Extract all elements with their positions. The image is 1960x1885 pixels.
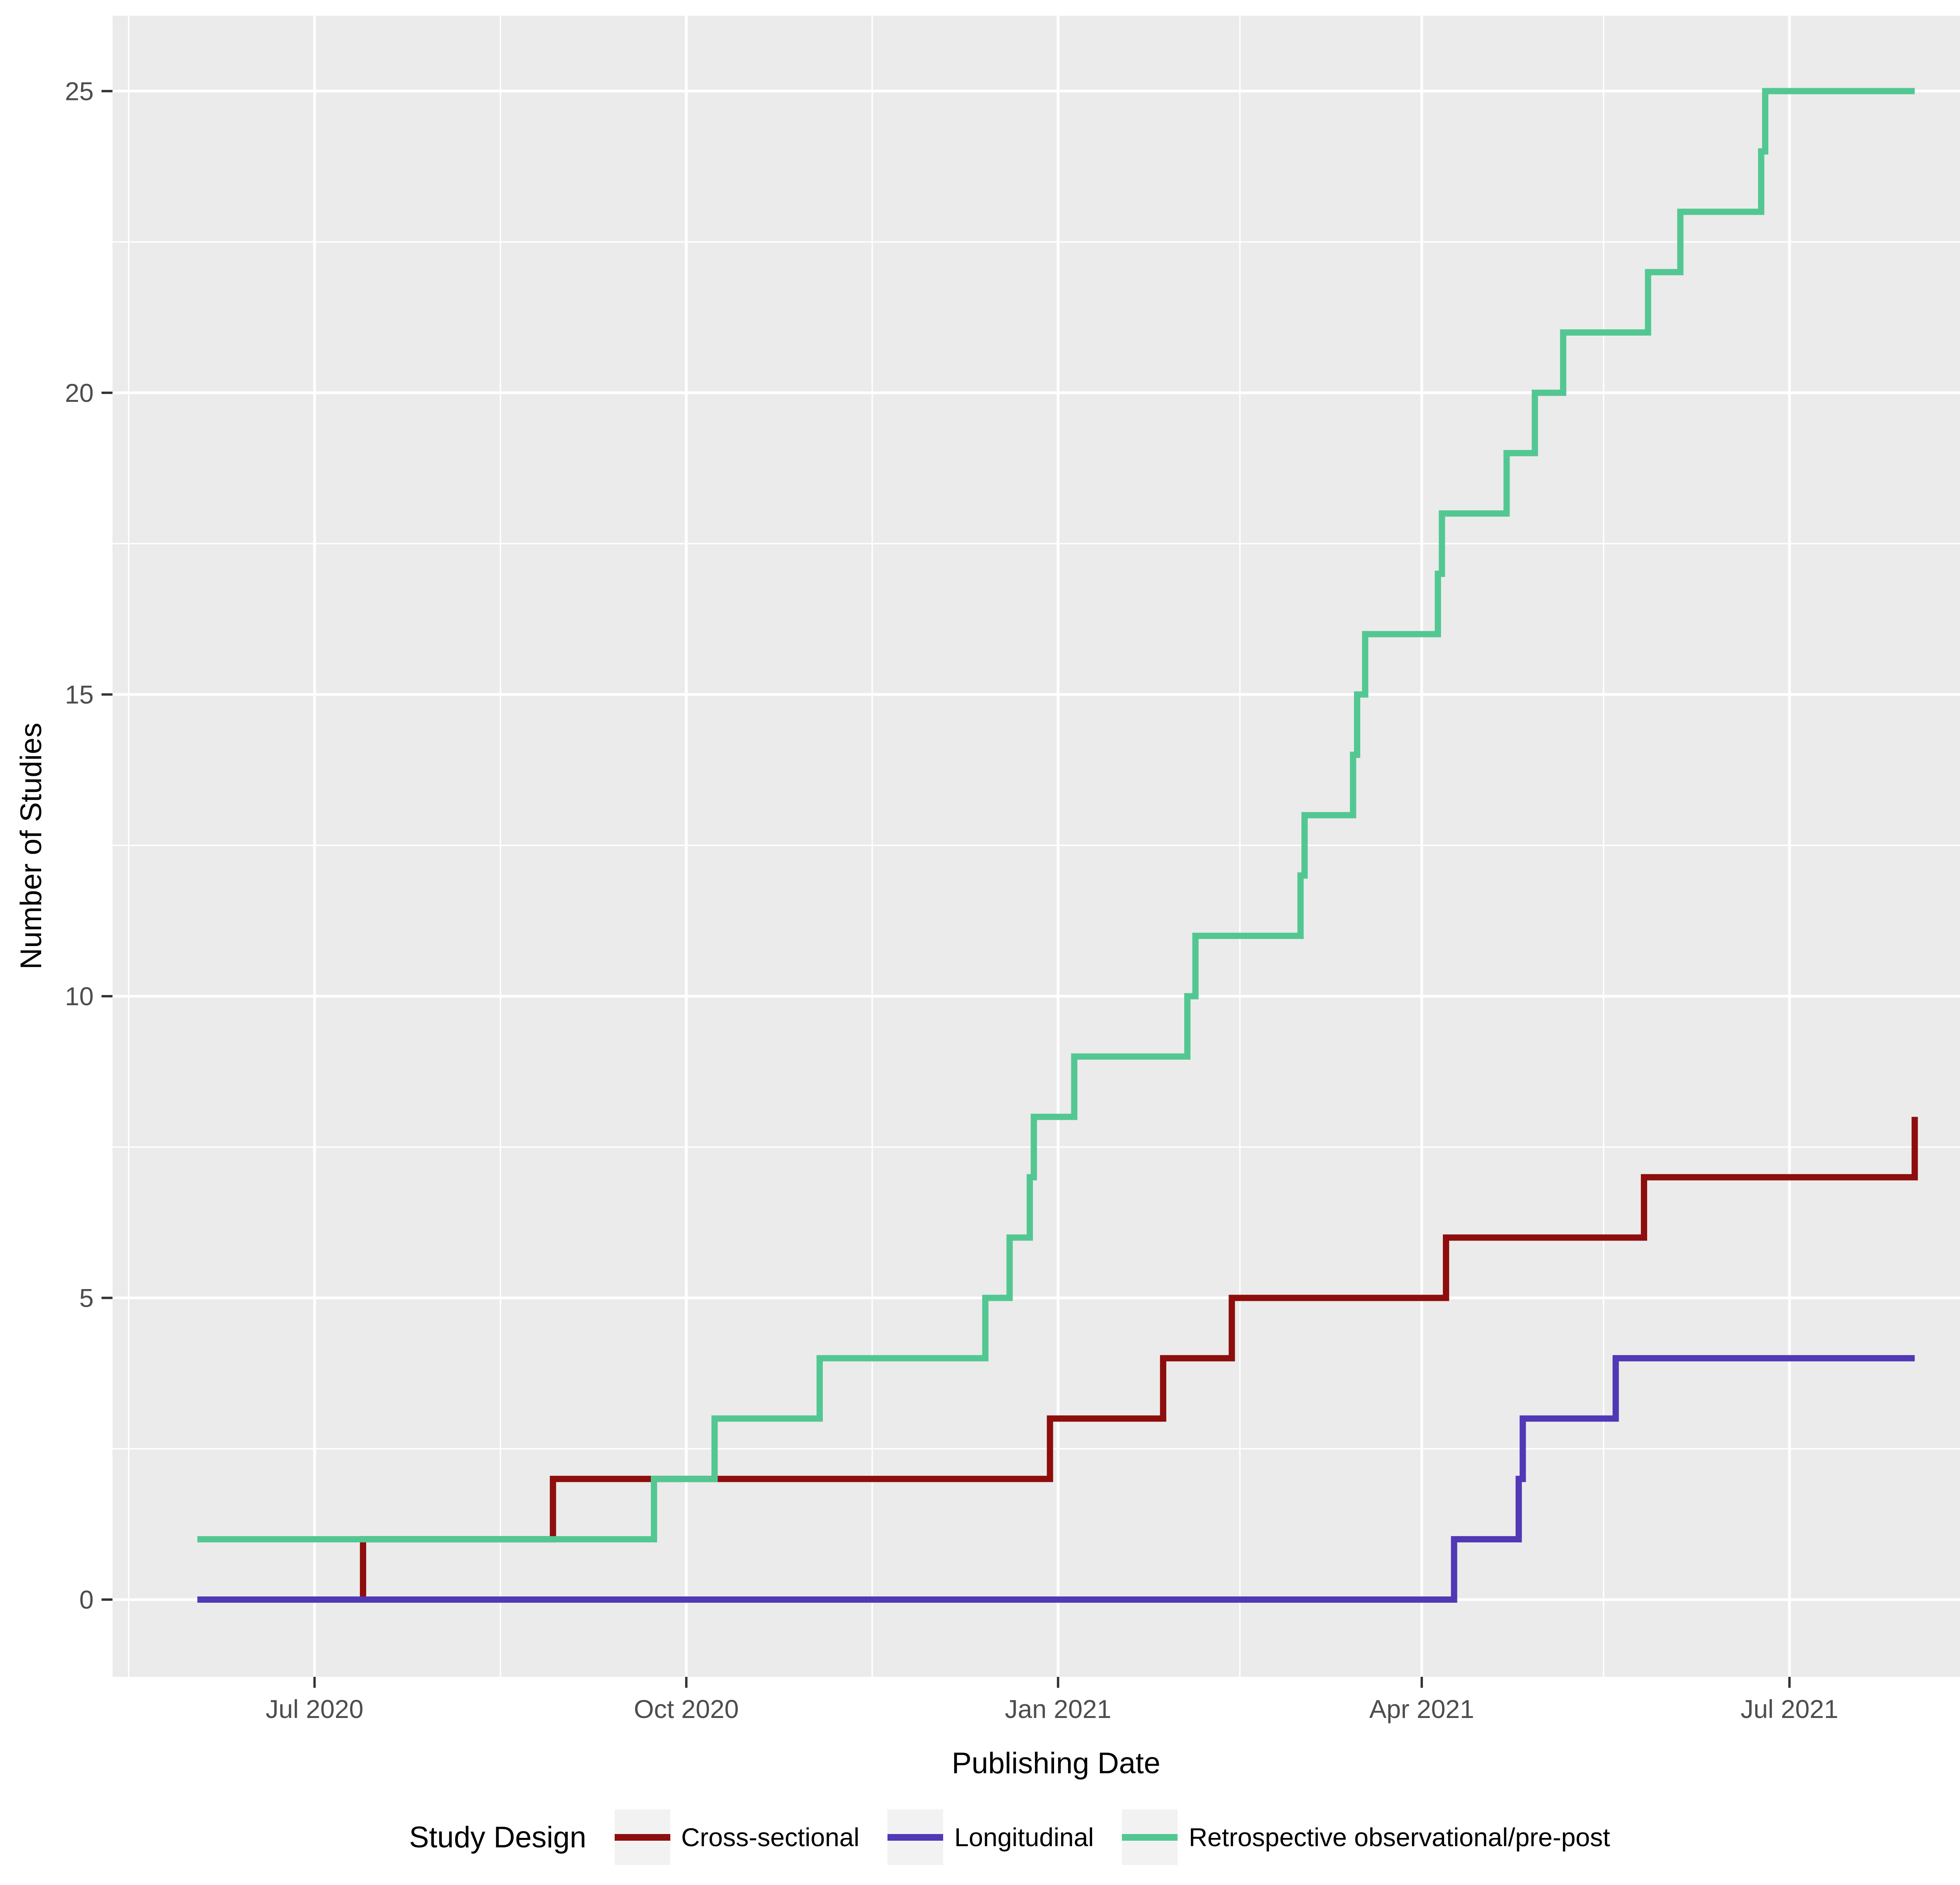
y-tick-label: 0 — [79, 1585, 94, 1614]
x-axis-title: Publishing Date — [951, 1747, 1161, 1780]
legend-entry: Cross-sectional — [614, 1809, 860, 1865]
x-tick-label: Oct 2020 — [634, 1694, 739, 1723]
retrospective-line-swatch — [1122, 1834, 1178, 1841]
legend-entry: Retrospective observational/pre-post — [1122, 1809, 1610, 1865]
legend-label: Cross-sectional — [681, 1823, 860, 1852]
legend-key-swatch — [1122, 1809, 1178, 1865]
plot-panel — [113, 16, 1960, 1677]
x-tick-label: Jan 2021 — [1005, 1694, 1111, 1723]
x-tick-label: Jul 2020 — [266, 1694, 364, 1723]
y-axis-title: Number of Studies — [15, 723, 48, 970]
legend-label: Retrospective observational/pre-post — [1189, 1823, 1610, 1852]
legend-label: Longitudinal — [954, 1823, 1094, 1852]
y-tick-label: 15 — [65, 680, 94, 709]
cross-sectional-line-swatch — [614, 1834, 670, 1841]
x-tick-label: Apr 2021 — [1369, 1694, 1474, 1723]
longitudinal-line-swatch — [887, 1834, 944, 1841]
series-path-retrospective-observational-pre-post — [197, 88, 1915, 1543]
y-tick-label: 10 — [65, 982, 94, 1011]
y-tick-label: 20 — [65, 378, 94, 407]
legend-key-swatch — [614, 1809, 670, 1865]
y-tick-label: 5 — [79, 1283, 94, 1312]
legend-key-swatch — [887, 1809, 944, 1865]
y-tick-label: 25 — [65, 76, 94, 105]
legend-title: Study Design — [409, 1820, 586, 1854]
series-path-longitudinal — [197, 1355, 1915, 1603]
x-tick-label: Jul 2021 — [1740, 1694, 1838, 1723]
legend: Study Design Cross-sectional Longitudina… — [0, 1809, 1960, 1865]
legend-entry: Longitudinal — [887, 1809, 1094, 1865]
